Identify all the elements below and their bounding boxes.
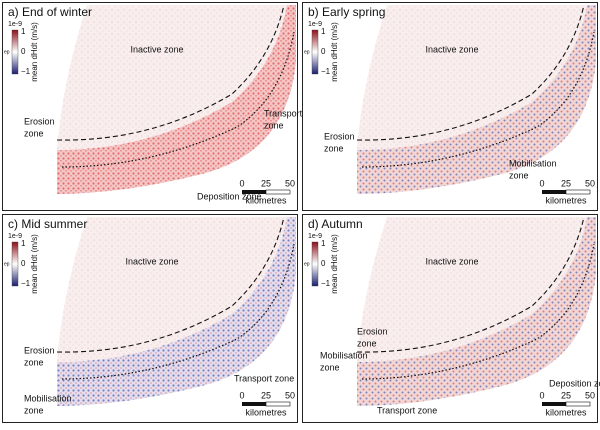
- zone-label: Mobilisation: [24, 393, 72, 403]
- colorbar-exponent: 1e-9: [308, 233, 322, 240]
- colorbar-tick: 1: [21, 27, 26, 36]
- scale-tick: 50: [285, 178, 295, 188]
- scale-bar: [542, 190, 566, 194]
- colorbar-tick: 0: [321, 47, 326, 56]
- zone-label: zone: [24, 405, 44, 415]
- colorbar-label: mean dHdt (m/s): [30, 234, 39, 294]
- zone-label: zone: [357, 338, 377, 348]
- zone-label: Inactive zone: [130, 44, 183, 54]
- scale-tick: 50: [585, 390, 595, 400]
- zone-label: Erosion: [24, 116, 55, 126]
- colorbar-tag: ep: [304, 49, 310, 55]
- scale-tick: 0: [539, 390, 544, 400]
- zone-label: zone: [264, 120, 284, 130]
- panel-title: b) Early spring: [308, 5, 385, 19]
- scale-tick: 0: [239, 178, 244, 188]
- scale-tick: 25: [261, 178, 271, 188]
- scale-tick: 0: [239, 390, 244, 400]
- scale-unit: kilometres: [245, 407, 287, 417]
- zone-label: Transport zone: [234, 373, 294, 383]
- scale-tick: 50: [585, 178, 595, 188]
- zone-label: Erosion: [357, 326, 388, 336]
- colorbar-tick: 1: [321, 27, 326, 36]
- colorbar-tick: 1: [321, 239, 326, 248]
- scale-tick: 50: [285, 390, 295, 400]
- colorbar-tick: 0: [321, 259, 326, 268]
- zone-label: zone: [24, 357, 44, 367]
- scale-unit: kilometres: [545, 407, 587, 417]
- scale-bar: [242, 190, 266, 194]
- scale-bar: [566, 402, 590, 406]
- scale-unit: kilometres: [545, 195, 587, 205]
- colorbar-exponent: 1e-9: [8, 21, 22, 28]
- colorbar-label: mean dHdt (m/s): [30, 22, 39, 82]
- scale-tick: 25: [561, 178, 571, 188]
- colorbar-exponent: 1e-9: [308, 21, 322, 28]
- colorbar: [12, 30, 18, 74]
- colorbar-tag: ep: [304, 261, 310, 267]
- colorbar-exponent: 1e-9: [8, 233, 22, 240]
- panel-title: d) Autumn: [308, 217, 363, 231]
- zone-label: Inactive zone: [125, 256, 178, 266]
- scale-bar: [242, 402, 266, 406]
- zone-label: Mobilisation: [509, 158, 557, 168]
- scale-tick: 25: [261, 390, 271, 400]
- scale-bar: [266, 190, 290, 194]
- colorbar-tick: 0: [21, 259, 26, 268]
- colorbar-tick: 1: [21, 239, 26, 248]
- zone-label: Erosion: [24, 345, 55, 355]
- scale-unit: kilometres: [245, 195, 287, 205]
- colorbar-tag: ep: [4, 261, 10, 267]
- scale-bar: [266, 402, 290, 406]
- zone-label: Transport zone: [377, 405, 437, 415]
- scale-tick: 0: [539, 178, 544, 188]
- colorbar: [12, 242, 18, 286]
- scale-bar: [566, 190, 590, 194]
- colorbar: [312, 242, 318, 286]
- zone-label: zone: [324, 143, 344, 153]
- zone-label: Mobilisation: [320, 350, 368, 360]
- colorbar: [312, 30, 318, 74]
- zone-label: Inactive zone: [425, 44, 478, 54]
- zone-label: Deposition zone: [549, 378, 600, 388]
- zone-label: Erosion: [324, 131, 355, 141]
- zone-label: Inactive zone: [425, 256, 478, 266]
- colorbar-label: mean dHdt (m/s): [330, 234, 339, 294]
- colorbar-tag: ep: [4, 49, 10, 55]
- scale-bar: [542, 402, 566, 406]
- scale-tick: 25: [561, 390, 571, 400]
- zone-label: zone: [320, 362, 340, 372]
- colorbar-tick: 0: [21, 47, 26, 56]
- panel-title: a) End of winter: [8, 5, 92, 19]
- zone-label: Transport: [264, 108, 303, 118]
- zone-label: zone: [24, 128, 44, 138]
- colorbar-label: mean dHdt (m/s): [330, 22, 339, 82]
- panel-title: c) Mid summer: [8, 217, 87, 231]
- zone-label: zone: [509, 170, 529, 180]
